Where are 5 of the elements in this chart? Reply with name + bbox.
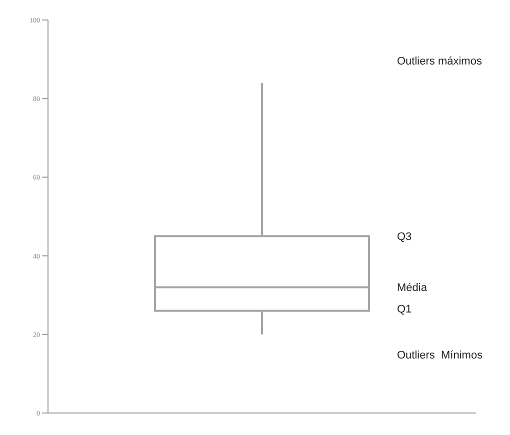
annotation: Q1 xyxy=(397,304,412,316)
annotation: Outliers máximos xyxy=(397,56,482,68)
annotation: Q3 xyxy=(397,231,412,243)
annotation: Outliers Mínimos xyxy=(397,349,484,362)
annotation: Média xyxy=(397,282,428,294)
